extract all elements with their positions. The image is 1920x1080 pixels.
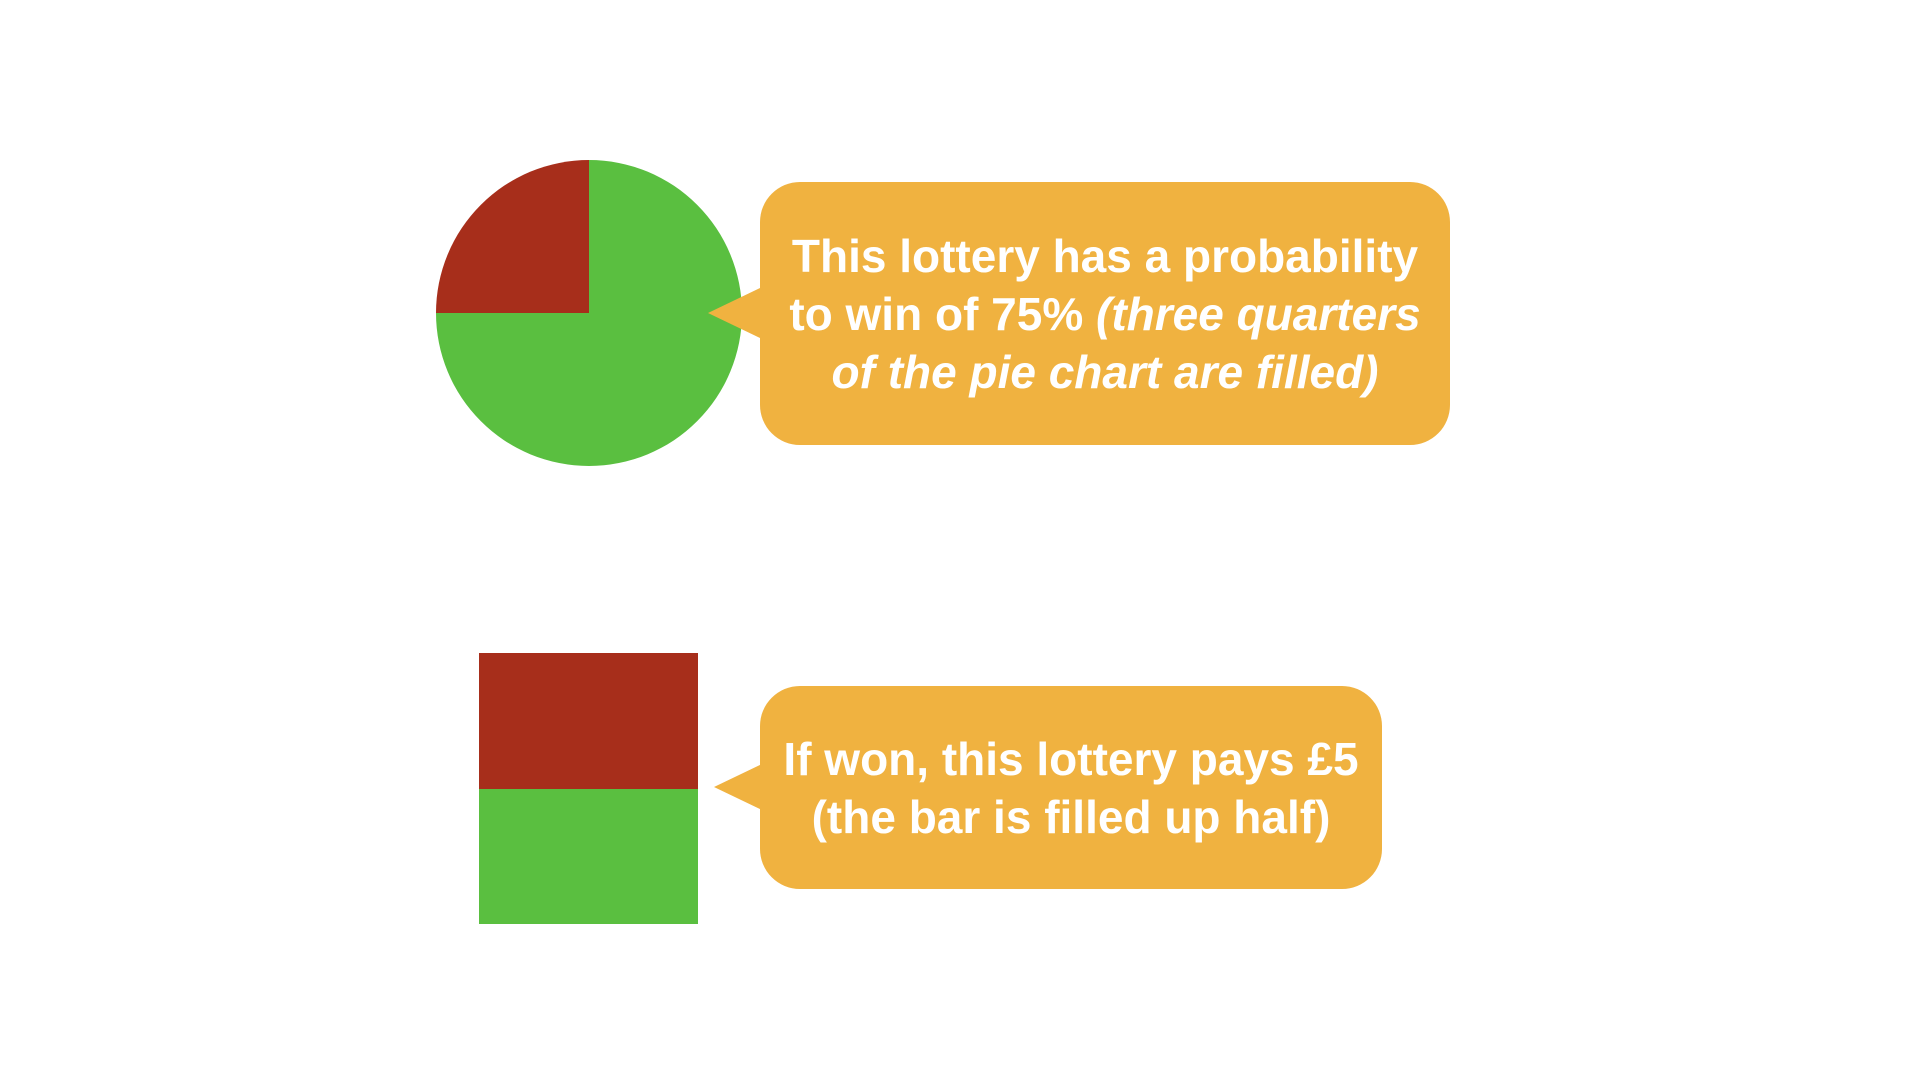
probability-pie-chart — [436, 160, 742, 466]
probability-text-line-2: to win of 75% (three quarters — [789, 285, 1420, 343]
payout-callout: If won, this lottery pays £5 (the bar is… — [714, 686, 1382, 889]
payout-bar — [479, 653, 698, 924]
probability-text-line-1: This lottery has a probability — [791, 229, 1419, 282]
probability-value-text: to win of 75% — [789, 287, 1084, 340]
callout-pointer — [708, 288, 760, 338]
probability-text-line-3: of the pie chart are filled) — [831, 345, 1379, 398]
payout-text-line-2: (the bar is filled up half) — [811, 790, 1331, 843]
bar-filled-segment — [479, 788, 698, 924]
payout-text-line-1: If won, this lottery pays £5 — [783, 732, 1359, 785]
pie-slice-lose — [436, 160, 589, 313]
bar-unfilled-segment — [479, 653, 698, 789]
callout-pointer — [714, 762, 766, 812]
probability-note-start: (three quarters — [1096, 287, 1421, 340]
probability-callout: This lottery has a probability to win of… — [708, 182, 1450, 445]
